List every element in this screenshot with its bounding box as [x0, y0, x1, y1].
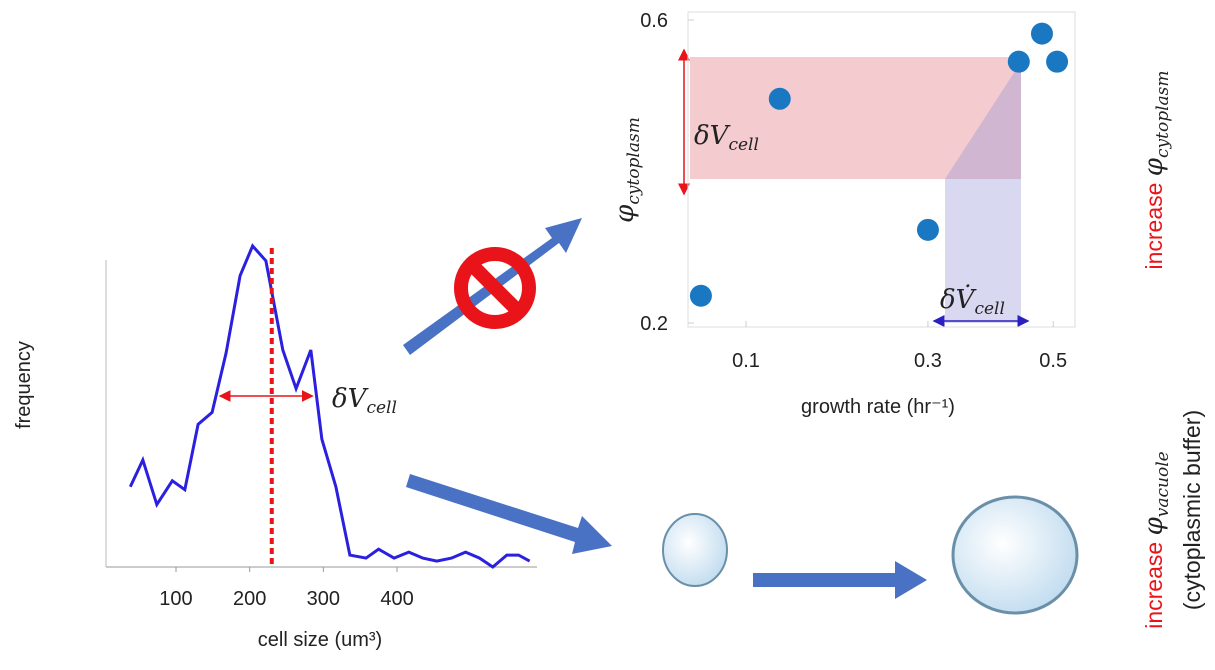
x-tick-label: 0.3 — [914, 350, 942, 372]
y-tick-label: 0.6 — [640, 10, 668, 32]
x-tick-label: 0.5 — [1039, 350, 1067, 372]
x-tick-label: 400 — [380, 588, 413, 610]
point — [1046, 51, 1068, 73]
x-tick-label: 0.1 — [732, 350, 760, 372]
arrow-right — [753, 561, 927, 599]
x-tick-label: 300 — [307, 588, 340, 610]
prohibited-sign — [461, 254, 529, 322]
point — [1031, 23, 1053, 45]
y-tick-label: 0.2 — [640, 313, 668, 335]
small-cell — [663, 514, 727, 586]
x-tick-label: 200 — [233, 588, 266, 610]
x-axis-label: cell size (um³) — [258, 629, 382, 651]
point — [917, 219, 939, 241]
point — [690, 285, 712, 307]
x-tick-label: 100 — [159, 588, 192, 610]
y-axis-label: φcytoplasm — [610, 117, 644, 223]
arrow-down — [406, 474, 612, 554]
figure: frequency cell size (um³) growth rate (h… — [0, 0, 1215, 670]
point — [769, 88, 791, 110]
frequency-line — [130, 246, 529, 567]
large-cell — [953, 497, 1077, 613]
spread-label: δVcell — [332, 384, 397, 418]
side-note: (cytoplasmic buffer) — [1179, 410, 1205, 610]
side-label: increase φcytoplasm — [1139, 70, 1173, 269]
side-label: increase φvacuole — [1139, 451, 1173, 629]
x-axis-label: growth rate (hr⁻¹) — [801, 396, 955, 418]
point — [1008, 51, 1030, 73]
y-axis-label: frequency — [13, 341, 35, 429]
